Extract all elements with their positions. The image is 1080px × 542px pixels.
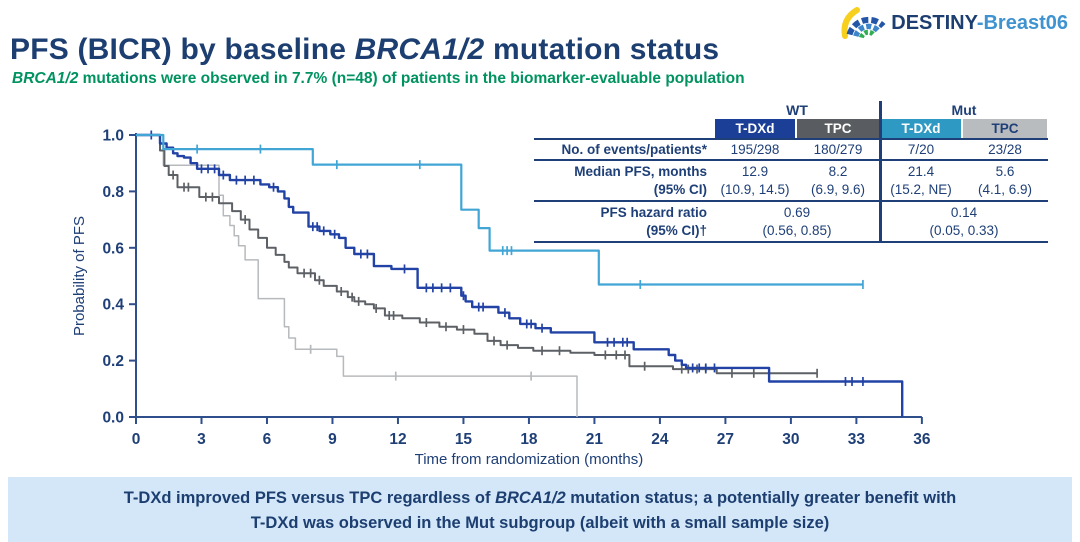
table-column-header-row: T-DXd TPC T-DXd TPC xyxy=(534,118,1048,138)
row-label: PFS hazard ratio (95% CI)† xyxy=(600,205,707,238)
table-cell: 5.6 (4.1, 6.9) xyxy=(977,164,1033,197)
km-series-mut-tpc xyxy=(136,134,578,417)
table-cell: 7/20 xyxy=(907,141,935,157)
table-cell: 21.4 (15.2, NE) xyxy=(890,164,952,197)
km-chart: 0 3 6 9 12 15 18 21 24 27 30 33 360.00.20.40.60.81.0… xyxy=(71,128,931,469)
table-cell: 23/28 xyxy=(988,141,1022,157)
y-tick-label: 0.6 xyxy=(102,240,124,257)
y-tick-label: 0.0 xyxy=(102,410,124,427)
page-subtitle: BRCA1/2 mutations were observed in 7.7% … xyxy=(12,70,745,88)
column-header-chip-1: TPC xyxy=(797,118,879,138)
x-tick-label: 0 xyxy=(132,431,141,448)
banner-line2: T-DXd was observed in the Mut subgroup (… xyxy=(250,513,830,532)
group-header-wt: WT xyxy=(786,101,808,118)
title-suffix: mutation status xyxy=(484,33,720,66)
x-axis-title: Time from randomization (months) xyxy=(415,451,644,468)
x-tick-label: 33 xyxy=(848,431,866,448)
x-tick-label: 36 xyxy=(913,431,931,448)
table-cell: 8.2 (6.9, 9.6) xyxy=(810,164,866,197)
logo-text: DESTINY-Breast06 xyxy=(891,12,1068,35)
km-curve-mut-tpc xyxy=(136,134,578,417)
x-tick-label: 21 xyxy=(586,431,604,448)
x-tick-label: 30 xyxy=(782,431,799,448)
wt-mut-divider xyxy=(879,101,882,243)
column-header-chip-2: T-DXd xyxy=(881,118,961,138)
km-curve-wt-tpc xyxy=(136,134,818,375)
subtitle-gene-name: BRCA1/2 xyxy=(12,70,79,87)
table-cell-span: 0.14 (0.05, 0.33) xyxy=(929,205,999,238)
column-header-chip-0: T-DXd xyxy=(715,118,795,138)
y-tick-label: 0.8 xyxy=(102,184,124,201)
x-tick-label: 3 xyxy=(197,431,206,448)
y-tick-label: 0.2 xyxy=(102,353,124,370)
conclusion-banner: T-DXd improved PFS versus TPC regardless… xyxy=(8,477,1072,542)
title-prefix: PFS (BICR) by baseline xyxy=(10,33,355,66)
row-label: No. of events/patients* xyxy=(561,141,707,157)
y-axis-title: Probability of PFS xyxy=(71,216,88,336)
banner-line1-pre: T-DXd improved PFS versus TPC regardless… xyxy=(123,489,496,507)
table-cell: 195/298 xyxy=(730,141,780,157)
pfs-stats-table: WT Mut T-DXd TPC T-DXd TPC No. of events/patie… xyxy=(534,101,1048,244)
destiny-fan-icon xyxy=(841,7,886,39)
x-tick-label: 27 xyxy=(717,431,734,448)
km-curve-wt-tdxd xyxy=(136,133,904,417)
y-tick-label: 1.0 xyxy=(102,128,124,145)
x-tick-label: 24 xyxy=(651,431,669,448)
km-series-mut-tdxd xyxy=(136,133,864,289)
table-row: PFS hazard ratio (95% CI)† 0.69 (0.56, 0.85… xyxy=(534,202,1048,244)
page-title: PFS (BICR) by baseline BRCA1/2 mutation … xyxy=(10,33,719,67)
row-label: Median PFS, months (95% CI) xyxy=(574,164,707,197)
x-tick-label: 6 xyxy=(263,431,272,448)
subtitle-rest: mutations were observed in 7.7% (n=48) o… xyxy=(78,70,745,87)
banner-gene-name: BRCA1/2 xyxy=(495,489,566,507)
x-tick-label: 18 xyxy=(520,431,538,448)
x-tick-label: 15 xyxy=(455,431,473,448)
table-cell: 12.9 (10.9, 14.5) xyxy=(720,164,790,197)
table-cell-span: 0.69 (0.56, 0.85) xyxy=(762,205,832,238)
y-tick-label: 0.4 xyxy=(102,297,124,314)
group-header-mut: Mut xyxy=(951,101,977,118)
table-cell: 180/279 xyxy=(813,141,863,157)
destiny-breast06-logo: DESTINY-Breast06 xyxy=(834,5,1068,41)
banner-line1-post: mutation status; a potentially greater b… xyxy=(565,489,957,507)
table-row: Median PFS, months (95% CI) 12.9 (10.9, 14.… xyxy=(534,161,1048,203)
x-tick-label: 9 xyxy=(328,431,337,448)
km-curve-mut-tdxd xyxy=(136,133,863,286)
title-gene-name: BRCA1/2 xyxy=(354,33,485,66)
x-tick-label: 12 xyxy=(389,431,406,448)
table-row: No. of events/patients* 195/298 180/279 7/2… xyxy=(534,138,1048,161)
logo-text-primary: DESTINY xyxy=(891,11,977,34)
column-header-chip-3: TPC xyxy=(963,118,1047,138)
logo-text-secondary: -Breast06 xyxy=(976,11,1068,34)
km-series-wt-tdxd xyxy=(136,130,904,417)
table-group-header-row: WT Mut xyxy=(534,101,1048,118)
